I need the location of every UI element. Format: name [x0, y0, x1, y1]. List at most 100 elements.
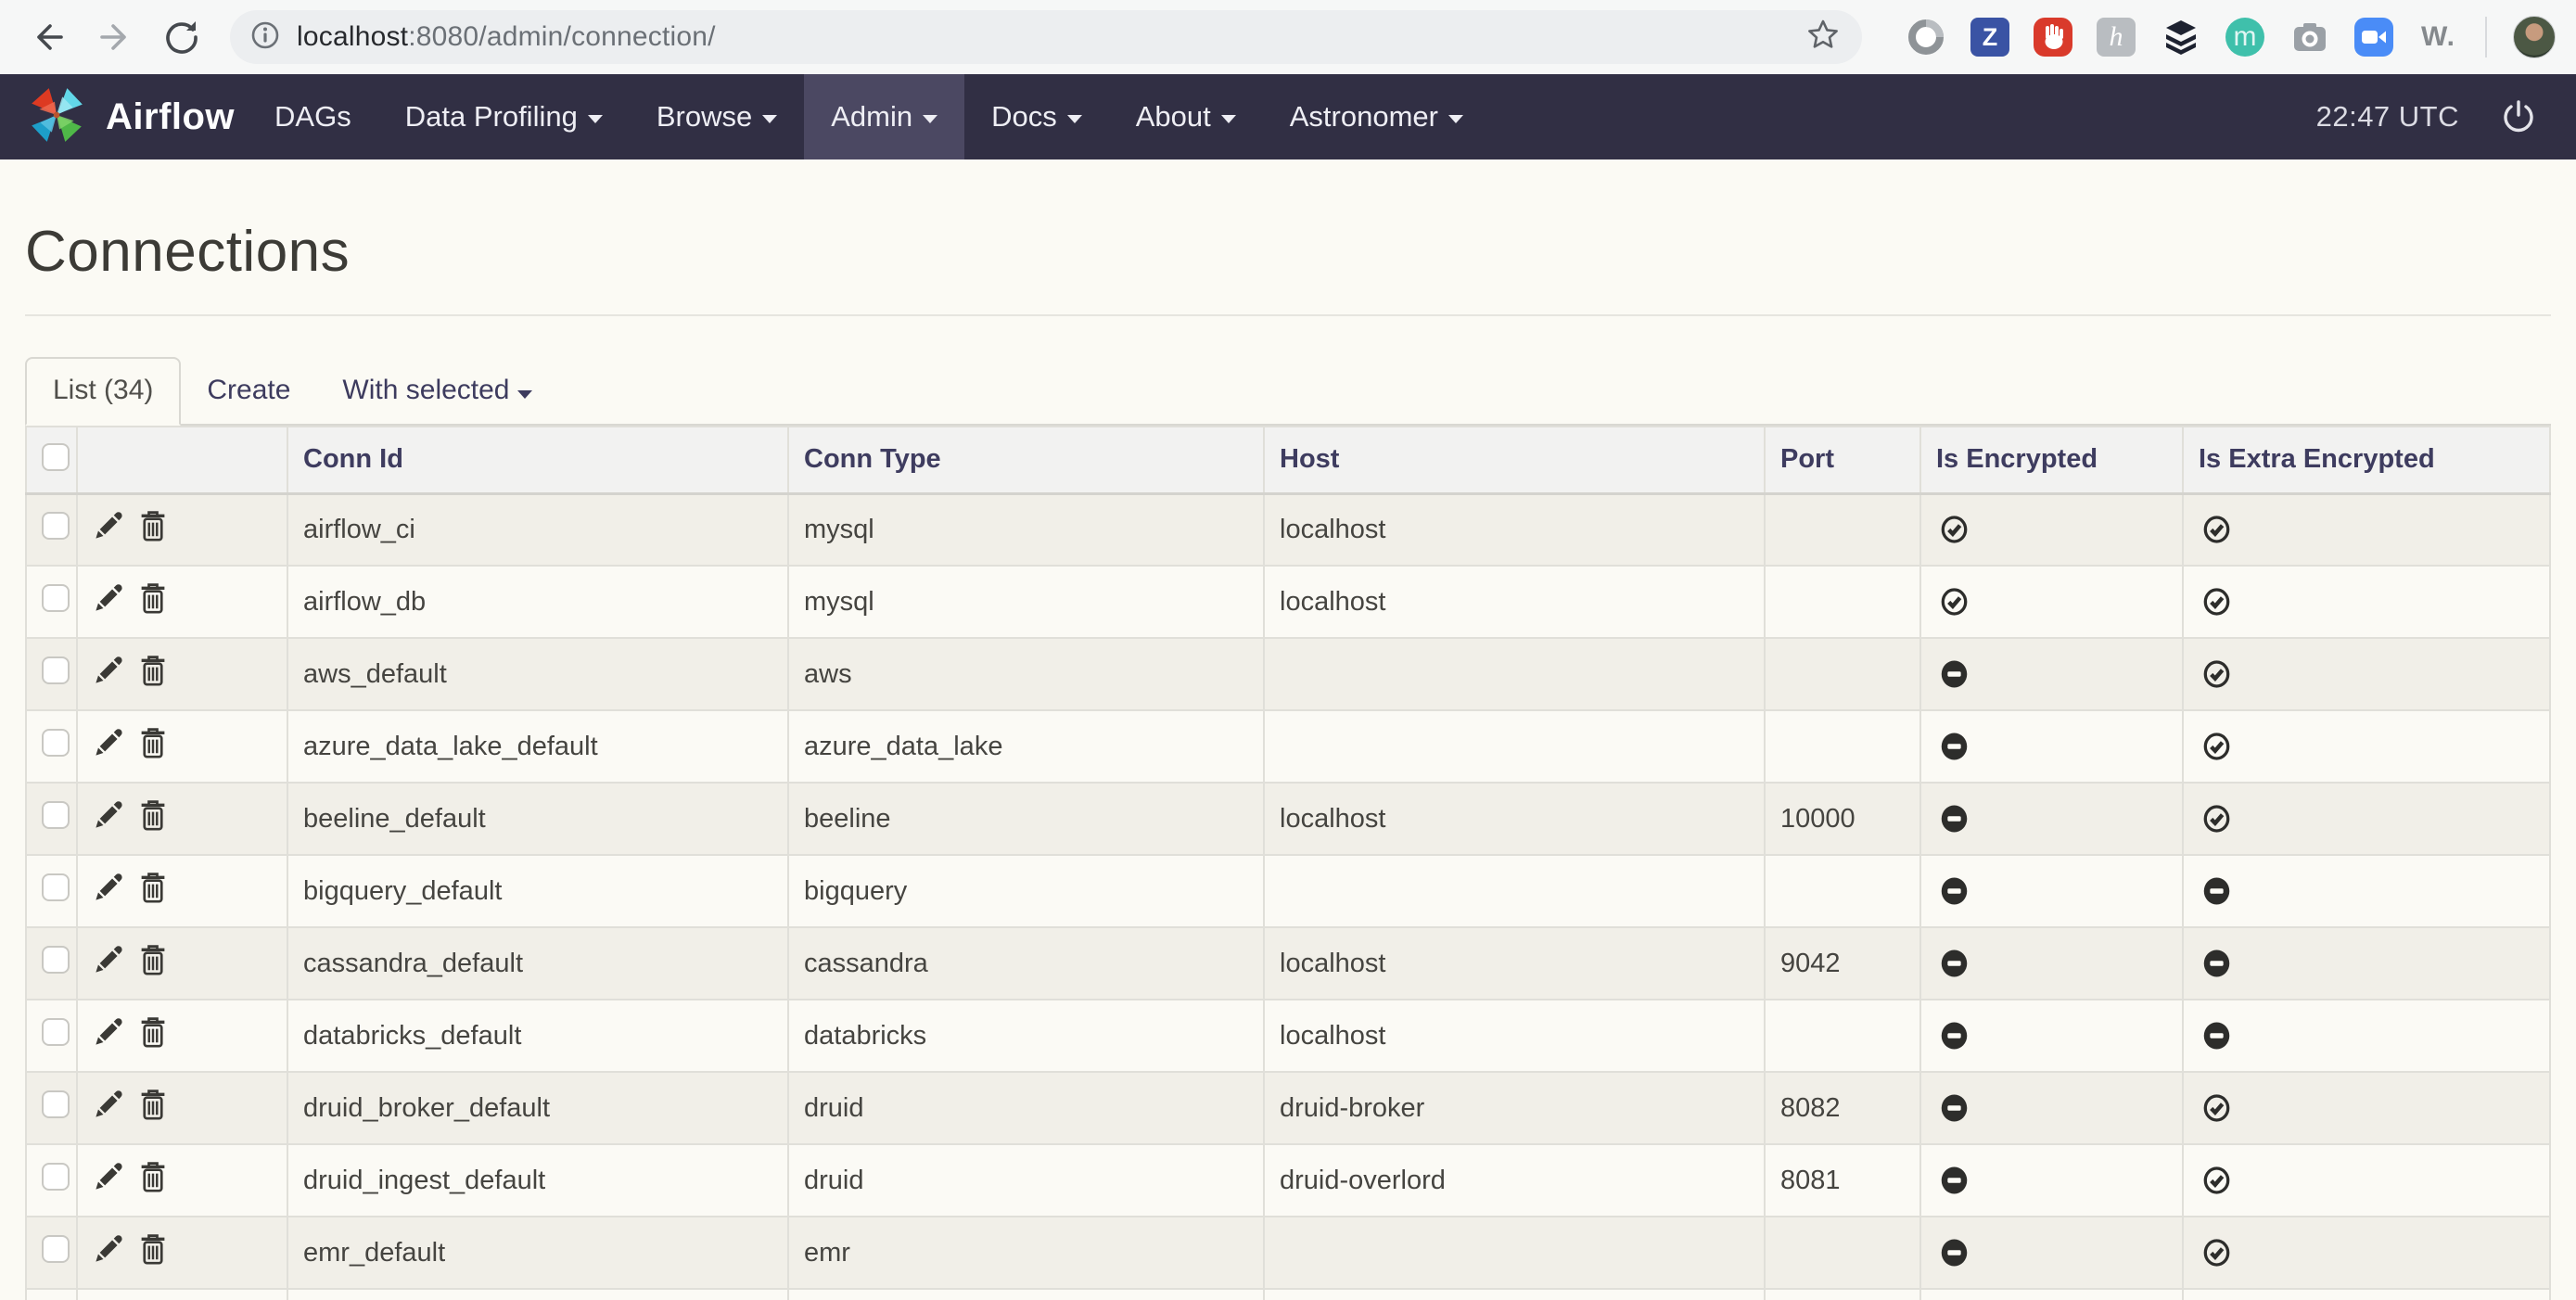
delete-icon[interactable] — [137, 1015, 169, 1056]
delete-icon[interactable] — [137, 871, 169, 911]
delete-icon[interactable] — [137, 726, 169, 767]
extension-stop-hand-icon[interactable] — [2034, 18, 2072, 57]
edit-icon[interactable] — [93, 1233, 124, 1272]
host-cell: localhost — [1263, 999, 1766, 1073]
logout-power-icon[interactable] — [2500, 74, 2576, 159]
select-all-checkbox[interactable] — [42, 443, 70, 472]
row-checkbox[interactable] — [42, 729, 70, 757]
conn-id-cell: druid_broker_default — [287, 1071, 789, 1145]
port-cell — [1764, 1216, 1921, 1290]
delete-icon[interactable] — [137, 654, 169, 695]
edit-icon[interactable] — [93, 582, 124, 621]
back-icon[interactable] — [24, 13, 72, 61]
delete-icon[interactable] — [137, 581, 169, 622]
row-checkbox[interactable] — [42, 873, 70, 901]
delete-icon[interactable] — [137, 1232, 169, 1273]
is-extra-encrypted-cell — [2182, 999, 2551, 1073]
conn-type-cell: databricks — [787, 999, 1265, 1073]
table-header-row: Conn Id Conn Type Host Port Is Encrypted… — [25, 426, 2551, 495]
row-checkbox[interactable] — [42, 946, 70, 974]
nav-item-data-profiling[interactable]: Data Profiling — [378, 74, 630, 159]
nav-item-dags[interactable]: DAGs — [248, 74, 378, 159]
tab-create[interactable]: Create — [207, 375, 291, 405]
delete-icon[interactable] — [137, 509, 169, 550]
extension-w-icon[interactable]: W. — [2417, 17, 2459, 58]
row-checkbox[interactable] — [42, 1018, 70, 1046]
sort-is-extra-encrypted[interactable]: Is Extra Encrypted — [2199, 444, 2435, 475]
nav-item-about[interactable]: About — [1109, 74, 1263, 159]
row-select-cell — [25, 1071, 78, 1145]
conn-id-cell: airflow_ci — [287, 492, 789, 567]
delete-icon[interactable] — [137, 943, 169, 984]
host-cell: druid-overlord — [1263, 1143, 1766, 1217]
airflow-brand[interactable]: Airflow — [0, 74, 248, 159]
with-selected-label: With selected — [342, 375, 510, 405]
extension-ring-icon[interactable] — [1905, 17, 1946, 58]
row-select-cell — [25, 999, 78, 1073]
row-checkbox[interactable] — [42, 656, 70, 684]
host-cell — [1263, 637, 1766, 711]
edit-icon[interactable] — [93, 1161, 124, 1200]
conn-type-cell: mysql — [787, 492, 1265, 567]
delete-icon[interactable] — [137, 798, 169, 839]
is-encrypted-cell — [1919, 1216, 2184, 1290]
sort-conn-id[interactable]: Conn Id — [303, 444, 403, 475]
row-checkbox[interactable] — [42, 512, 70, 541]
tab-with-selected[interactable]: With selected — [316, 359, 557, 424]
address-bar[interactable]: localhost:8080/admin/connection/ — [230, 10, 1862, 64]
edit-icon[interactable] — [93, 510, 124, 549]
nav-item-admin[interactable]: Admin — [804, 74, 965, 159]
minus-circle-icon — [1941, 1166, 1968, 1194]
nav-item-browse[interactable]: Browse — [630, 74, 804, 159]
row-checkbox[interactable] — [42, 584, 70, 612]
sort-conn-type[interactable]: Conn Type — [804, 444, 941, 475]
table-row: airflow_ci mysql localhost — [25, 492, 2551, 567]
extensions-row: Z h m W. — [1905, 16, 2576, 58]
edit-icon[interactable] — [93, 1089, 124, 1128]
delete-icon[interactable] — [137, 1160, 169, 1201]
extension-layers-icon[interactable] — [2160, 17, 2201, 58]
sort-is-encrypted[interactable]: Is Encrypted — [1936, 444, 2098, 475]
is-extra-encrypted-cell — [2182, 854, 2551, 928]
conn-type-cell: emr — [787, 1216, 1265, 1290]
edit-icon[interactable] — [93, 799, 124, 838]
port-cell — [1764, 565, 1921, 639]
row-checkbox[interactable] — [42, 801, 70, 829]
edit-icon[interactable] — [93, 655, 124, 694]
row-checkbox[interactable] — [42, 1090, 70, 1118]
site-info-icon[interactable] — [249, 19, 282, 57]
conn-id-cell: azure_data_lake_default — [287, 709, 789, 784]
profile-avatar[interactable] — [2513, 16, 2556, 58]
delete-icon[interactable] — [137, 1088, 169, 1128]
forward-icon[interactable] — [91, 13, 139, 61]
sort-port[interactable]: Port — [1780, 444, 1834, 475]
minus-circle-icon — [2203, 877, 2230, 905]
edit-icon[interactable] — [93, 872, 124, 911]
is-encrypted-cell — [1919, 999, 2184, 1073]
host-cell — [1263, 709, 1766, 784]
edit-icon[interactable] — [93, 727, 124, 766]
row-checkbox[interactable] — [42, 1235, 70, 1263]
edit-icon[interactable] — [93, 1016, 124, 1055]
nav-item-docs[interactable]: Docs — [964, 74, 1109, 159]
reload-icon[interactable] — [158, 13, 206, 61]
extension-camera-icon[interactable] — [2289, 17, 2330, 58]
page-title: Connections — [25, 220, 351, 284]
edit-icon[interactable] — [93, 944, 124, 983]
port-cell — [1764, 709, 1921, 784]
bookmark-star-icon[interactable] — [1804, 17, 1842, 58]
extension-honey-icon[interactable]: h — [2097, 18, 2136, 57]
host-cell — [1263, 1216, 1766, 1290]
extension-m-icon[interactable]: m — [2225, 18, 2264, 57]
nav-item-astronomer[interactable]: Astronomer — [1263, 74, 1490, 159]
toolbar-divider — [2485, 17, 2487, 57]
row-checkbox[interactable] — [42, 1163, 70, 1191]
extension-video-camera-icon[interactable] — [2354, 18, 2393, 57]
is-extra-encrypted-cell — [2182, 1143, 2551, 1217]
tab-list[interactable]: List (34) — [25, 357, 182, 426]
conn-id-cell: bigquery_default — [287, 854, 789, 928]
nav-label: Docs — [991, 100, 1057, 133]
sort-host[interactable]: Host — [1280, 444, 1340, 475]
url-host: localhost — [297, 21, 409, 52]
extension-zotero-icon[interactable]: Z — [1970, 18, 2009, 57]
